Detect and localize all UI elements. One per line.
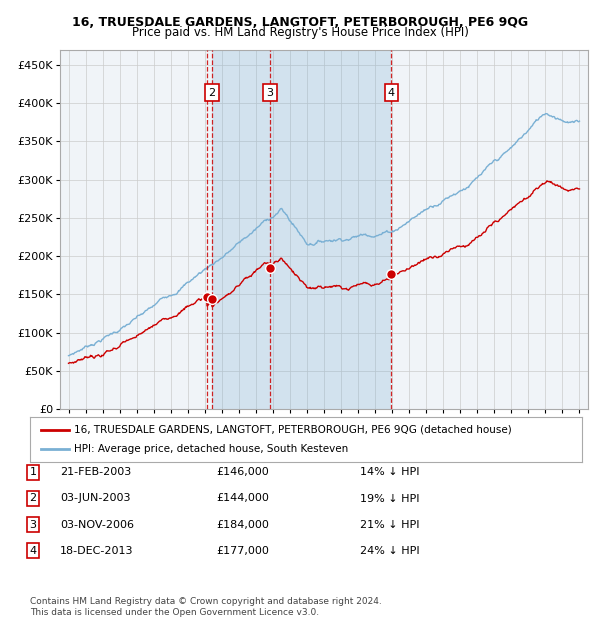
Text: £146,000: £146,000 [216, 467, 269, 477]
Text: HPI: Average price, detached house, South Kesteven: HPI: Average price, detached house, Sout… [74, 445, 349, 454]
Text: £144,000: £144,000 [216, 494, 269, 503]
Text: 18-DEC-2013: 18-DEC-2013 [60, 546, 133, 556]
Text: 03-JUN-2003: 03-JUN-2003 [60, 494, 131, 503]
Bar [212, 50, 391, 409]
Text: 2: 2 [208, 88, 215, 98]
Text: 1: 1 [29, 467, 37, 477]
Text: £177,000: £177,000 [216, 546, 269, 556]
Text: 3: 3 [29, 520, 37, 529]
Text: 03-NOV-2006: 03-NOV-2006 [60, 520, 134, 529]
Text: 14% ↓ HPI: 14% ↓ HPI [360, 467, 419, 477]
Text: 19% ↓ HPI: 19% ↓ HPI [360, 494, 419, 503]
Text: 21% ↓ HPI: 21% ↓ HPI [360, 520, 419, 529]
Text: 24% ↓ HPI: 24% ↓ HPI [360, 546, 419, 556]
Text: £184,000: £184,000 [216, 520, 269, 529]
Text: 3: 3 [266, 88, 274, 98]
Text: 16, TRUESDALE GARDENS, LANGTOFT, PETERBOROUGH, PE6 9QG: 16, TRUESDALE GARDENS, LANGTOFT, PETERBO… [72, 16, 528, 29]
Text: 4: 4 [388, 88, 395, 98]
Text: 21-FEB-2003: 21-FEB-2003 [60, 467, 131, 477]
Text: 2: 2 [29, 494, 37, 503]
Text: Contains HM Land Registry data © Crown copyright and database right 2024.
This d: Contains HM Land Registry data © Crown c… [30, 598, 382, 617]
Text: 16, TRUESDALE GARDENS, LANGTOFT, PETERBOROUGH, PE6 9QG (detached house): 16, TRUESDALE GARDENS, LANGTOFT, PETERBO… [74, 425, 512, 435]
Text: Price paid vs. HM Land Registry's House Price Index (HPI): Price paid vs. HM Land Registry's House … [131, 26, 469, 39]
Text: 4: 4 [29, 546, 37, 556]
